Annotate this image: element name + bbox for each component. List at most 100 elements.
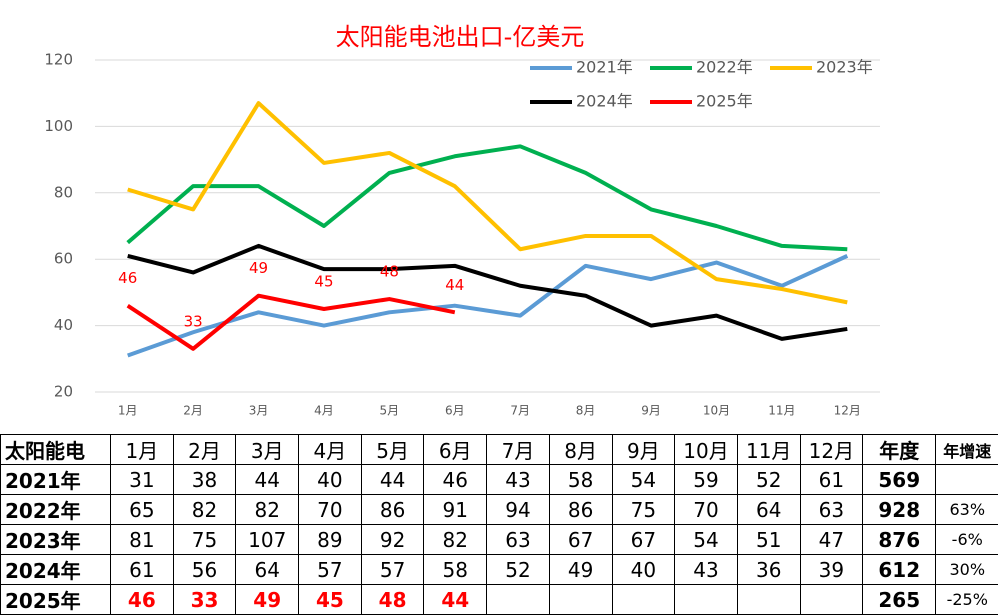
growth-cell xyxy=(936,465,998,495)
value-cell: 86 xyxy=(549,495,612,525)
value-cell: 65 xyxy=(111,495,174,525)
value-cell: 94 xyxy=(487,495,550,525)
x-tick-label: 11月 xyxy=(768,404,795,418)
value-cell: 44 xyxy=(424,585,487,615)
growth-cell: 63% xyxy=(936,495,998,525)
header-cell: 2月 xyxy=(173,435,236,465)
header-cell: 6月 xyxy=(424,435,487,465)
value-cell: 36 xyxy=(737,555,800,585)
y-tick-label: 60 xyxy=(54,250,73,268)
value-cell: 52 xyxy=(737,465,800,495)
value-cell: 33 xyxy=(173,585,236,615)
value-cell: 43 xyxy=(675,555,738,585)
value-cell: 31 xyxy=(111,465,174,495)
value-cell xyxy=(612,585,675,615)
series-line xyxy=(128,146,848,249)
value-cell: 67 xyxy=(612,525,675,555)
header-cell: 1月 xyxy=(111,435,174,465)
value-cell: 107 xyxy=(236,525,299,555)
x-tick-label: 12月 xyxy=(834,404,861,418)
value-cell: 46 xyxy=(111,585,174,615)
header-cell: 5月 xyxy=(361,435,424,465)
growth-cell: 30% xyxy=(936,555,998,585)
header-cell: 7月 xyxy=(487,435,550,465)
value-cell: 82 xyxy=(424,525,487,555)
value-cell: 43 xyxy=(487,465,550,495)
total-cell: 569 xyxy=(863,465,936,495)
x-tick-label: 9月 xyxy=(641,404,661,418)
value-cell: 44 xyxy=(361,465,424,495)
header-cell: 太阳能电 xyxy=(1,435,111,465)
value-cell: 45 xyxy=(299,585,362,615)
value-cell: 92 xyxy=(361,525,424,555)
value-cell: 38 xyxy=(173,465,236,495)
y-tick-label: 80 xyxy=(54,183,73,201)
header-cell: 4月 xyxy=(299,435,362,465)
x-tick-label: 5月 xyxy=(380,404,400,418)
value-cell: 75 xyxy=(612,495,675,525)
value-cell: 40 xyxy=(299,465,362,495)
value-cell: 59 xyxy=(675,465,738,495)
x-tick-label: 4月 xyxy=(314,404,334,418)
y-tick-label: 120 xyxy=(44,51,73,69)
value-cell: 82 xyxy=(236,495,299,525)
value-cell: 39 xyxy=(800,555,863,585)
x-tick-label: 7月 xyxy=(510,404,530,418)
row-label: 2024年 xyxy=(1,555,111,585)
legend-label: 2023年 xyxy=(816,58,873,77)
series-line xyxy=(128,256,848,356)
header-cell: 10月 xyxy=(675,435,738,465)
header-cell: 9月 xyxy=(612,435,675,465)
row-label: 2022年 xyxy=(1,495,111,525)
data-label: 49 xyxy=(249,259,268,277)
series-line xyxy=(128,246,848,339)
chart-title: 太阳能电池出口-亿美元 xyxy=(336,23,585,51)
value-cell xyxy=(675,585,738,615)
growth-cell: -25% xyxy=(936,585,998,615)
value-cell: 91 xyxy=(424,495,487,525)
value-cell: 48 xyxy=(361,585,424,615)
y-tick-label: 40 xyxy=(54,316,73,334)
data-label: 44 xyxy=(445,276,464,294)
value-cell xyxy=(737,585,800,615)
row-label: 2021年 xyxy=(1,465,111,495)
value-cell: 40 xyxy=(612,555,675,585)
legend-label: 2024年 xyxy=(576,92,633,111)
value-cell xyxy=(487,585,550,615)
x-tick-label: 3月 xyxy=(249,404,269,418)
value-cell: 44 xyxy=(236,465,299,495)
legend-label: 2025年 xyxy=(696,92,753,111)
value-cell: 58 xyxy=(424,555,487,585)
header-cell: 年增速 xyxy=(936,435,998,465)
value-cell: 70 xyxy=(299,495,362,525)
legend-label: 2021年 xyxy=(576,58,633,77)
value-cell: 64 xyxy=(236,555,299,585)
value-cell: 70 xyxy=(675,495,738,525)
series-line xyxy=(128,296,455,349)
x-tick-label: 1月 xyxy=(118,404,138,418)
header-cell: 年度 xyxy=(863,435,936,465)
value-cell: 51 xyxy=(737,525,800,555)
total-cell: 928 xyxy=(863,495,936,525)
data-label: 33 xyxy=(184,312,203,330)
value-cell: 67 xyxy=(549,525,612,555)
row-label: 2023年 xyxy=(1,525,111,555)
value-cell: 46 xyxy=(424,465,487,495)
value-cell: 54 xyxy=(675,525,738,555)
row-label: 2025年 xyxy=(1,585,111,615)
data-label: 48 xyxy=(380,263,399,281)
value-cell: 64 xyxy=(737,495,800,525)
legend-label: 2022年 xyxy=(696,58,753,77)
total-cell: 612 xyxy=(863,555,936,585)
value-cell: 49 xyxy=(549,555,612,585)
value-cell: 57 xyxy=(361,555,424,585)
growth-cell: -6% xyxy=(936,525,998,555)
data-label: 46 xyxy=(118,269,137,287)
